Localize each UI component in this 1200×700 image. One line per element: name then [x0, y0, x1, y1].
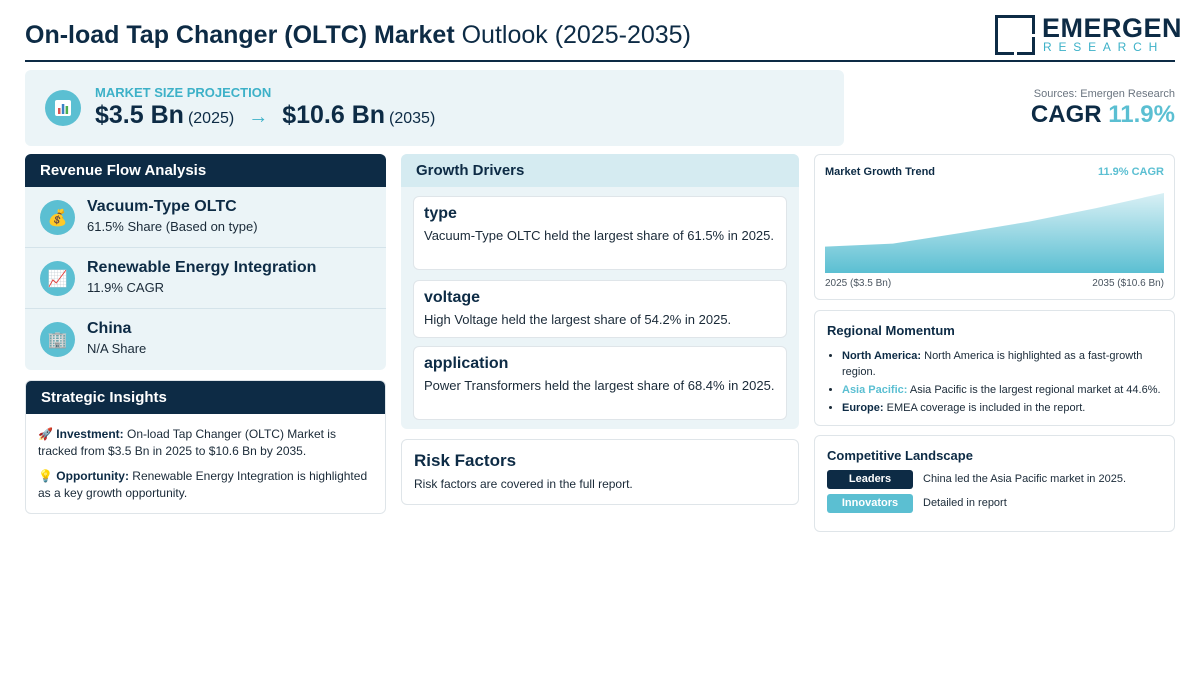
revenue-item-title: China — [87, 320, 132, 337]
revenue-flow-title: Revenue Flow Analysis — [25, 154, 386, 187]
innovators-badge: Innovators — [827, 494, 913, 513]
cagr-value: 11.9% — [1108, 101, 1175, 128]
insight-label: Opportunity: — [56, 469, 129, 483]
sources-text: Sources: Emergen Research — [1033, 88, 1175, 100]
trend-start-label: 2025 ($3.5 Bn) — [825, 278, 892, 289]
revenue-flow-card: Revenue Flow Analysis 💰 Vacuum-Type OLTC… — [25, 154, 386, 370]
growth-trend-card: Market Growth Trend 11.9% CAGR 2025 ($3.… — [814, 154, 1175, 300]
revenue-item-title: Vacuum-Type OLTC — [87, 198, 237, 215]
competitive-row: Innovators Detailed in report — [827, 494, 1162, 518]
revenue-item-subtitle: 61.5% Share (Based on type) — [87, 219, 258, 234]
projection-label: MARKET SIZE PROJECTION — [95, 85, 272, 100]
region-item: Asia Pacific: Asia Pacific is the larges… — [842, 382, 1162, 398]
driver-item: voltage High Voltage held the largest sh… — [413, 280, 787, 338]
strategic-insights-card: Strategic Insights 🚀 Investment: On-load… — [25, 380, 386, 514]
logo-sub: RESEARCH — [1043, 40, 1165, 54]
logo-word: EMERGEN — [1042, 13, 1183, 43]
insight-text: Renewable Energy Integration is highligh… — [38, 469, 368, 500]
driver-item: application Power Transformers held the … — [413, 346, 787, 420]
region-text: Asia Pacific is the largest regional mar… — [909, 384, 1161, 396]
region-text: EMEA coverage is included in the report. — [886, 402, 1086, 414]
revenue-item-subtitle: 11.9% CAGR — [87, 280, 165, 295]
leaders-badge: Leaders — [827, 470, 913, 489]
driver-text: Power Transformers held the largest shar… — [424, 378, 775, 393]
competitive-text: Detailed in report — [923, 497, 1007, 509]
growth-drivers-title: Growth Drivers — [401, 154, 799, 187]
regional-title: Regional Momentum — [827, 323, 955, 338]
competitive-text: China led the Asia Pacific market in 202… — [923, 473, 1127, 485]
trend-title: Market Growth Trend — [825, 166, 936, 178]
trend-chart-icon: 📈 — [40, 261, 75, 296]
trend-area — [825, 193, 1164, 273]
regional-list: North America: North America is highligh… — [827, 348, 1162, 416]
cagr-label: CAGR — [1030, 101, 1102, 128]
cagr-headline: CAGR 11.9% — [1031, 101, 1175, 129]
title-rest: Outlook (2025-2035) — [461, 21, 691, 49]
end-value: $10.6 Bn — [282, 101, 386, 129]
revenue-item-subtitle: N/A Share — [87, 341, 147, 356]
emergen-logo: EMERGEN RESEARCH — [995, 14, 1182, 56]
driver-title: type — [424, 205, 457, 222]
region-item: Europe: EMEA coverage is included in the… — [842, 400, 1162, 416]
lightbulb-icon: 💡 — [38, 469, 53, 483]
risk-text: Risk factors are covered in the full rep… — [414, 477, 633, 491]
trend-end-label: 2035 ($10.6 Bn) — [1092, 278, 1164, 289]
trend-cagr: 11.9% CAGR — [1097, 166, 1164, 178]
competitive-title: Competitive Landscape — [827, 448, 973, 463]
projection-values: $3.5 Bn (2025) → $10.6 Bn (2035) — [95, 101, 435, 130]
revenue-item: 📈 Renewable Energy Integration 11.9% CAG… — [25, 248, 386, 309]
driver-text: High Voltage held the largest share of 5… — [424, 312, 732, 327]
insight-item: 🚀 Investment: On-load Tap Changer (OLTC)… — [38, 426, 373, 460]
page-header: On-load Tap Changer (OLTC) Market Outloo… — [25, 12, 1182, 62]
region-text: North America is highlighted as a fast-g… — [842, 350, 1143, 378]
bar-chart-icon — [45, 90, 81, 126]
money-bag-icon: 💰 — [40, 200, 75, 235]
logo-mark-icon — [995, 15, 1035, 55]
driver-item: type Vacuum-Type OLTC held the largest s… — [413, 196, 787, 270]
growth-trend-chart — [825, 193, 1164, 273]
regional-momentum-card: Regional Momentum North America: North A… — [814, 310, 1175, 426]
insight-text: On-load Tap Changer (OLTC) Market is tra… — [38, 427, 336, 458]
region-label: North America: — [842, 350, 922, 362]
region-item: North America: North America is highligh… — [842, 348, 1162, 380]
insight-label: Investment: — [56, 427, 124, 441]
strategic-insights-title: Strategic Insights — [26, 381, 385, 414]
market-size-banner: MARKET SIZE PROJECTION $3.5 Bn (2025) → $10… — [25, 70, 844, 146]
driver-text: Vacuum-Type OLTC held the largest share … — [424, 228, 774, 243]
insight-item: 💡 Opportunity: Renewable Energy Integrat… — [38, 468, 373, 502]
start-value: $3.5 Bn — [95, 101, 184, 129]
competitive-row: Leaders China led the Asia Pacific marke… — [827, 470, 1162, 494]
risk-title: Risk Factors — [414, 451, 517, 470]
competitive-landscape-card: Competitive Landscape Leaders China led … — [814, 435, 1175, 532]
page-title: On-load Tap Changer (OLTC) Market Outloo… — [25, 20, 691, 50]
end-year: (2035) — [389, 110, 436, 127]
arrow-right-icon: → — [248, 106, 269, 128]
growth-drivers-card: Growth Drivers type Vacuum-Type OLTC hel… — [401, 154, 799, 429]
start-year: (2025) — [187, 110, 235, 127]
driver-title: application — [424, 355, 509, 372]
region-label: Europe: — [842, 402, 884, 414]
revenue-item: 💰 Vacuum-Type OLTC 61.5% Share (Based on… — [25, 187, 386, 248]
title-bold: On-load Tap Changer (OLTC) Market — [25, 21, 455, 49]
revenue-item-title: Renewable Energy Integration — [87, 259, 317, 276]
revenue-item: 🏢 China N/A Share — [25, 309, 386, 370]
rocket-icon: 🚀 — [38, 427, 53, 441]
risk-factors-card: Risk Factors Risk factors are covered in… — [401, 439, 799, 505]
region-label: Asia Pacific: — [842, 384, 908, 396]
building-icon: 🏢 — [40, 322, 75, 357]
driver-title: voltage — [424, 289, 481, 306]
